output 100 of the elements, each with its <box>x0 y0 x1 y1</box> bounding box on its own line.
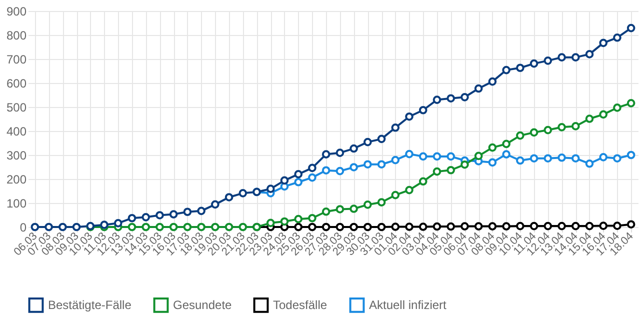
point <box>391 156 400 164</box>
point <box>488 77 497 86</box>
legend-label: Gesundete <box>173 298 232 312</box>
point <box>626 150 636 160</box>
point <box>446 222 456 231</box>
point <box>169 210 178 218</box>
point <box>432 167 442 176</box>
point <box>169 222 178 232</box>
point <box>585 222 594 230</box>
point <box>530 128 538 137</box>
point <box>30 222 40 232</box>
point <box>308 173 316 182</box>
point <box>516 222 524 230</box>
point <box>530 154 538 163</box>
point <box>377 198 386 206</box>
point <box>322 207 330 216</box>
point <box>599 38 608 48</box>
point <box>446 152 456 161</box>
point <box>502 222 510 230</box>
point <box>544 222 552 230</box>
point <box>418 222 428 231</box>
point <box>460 222 469 230</box>
point <box>626 99 636 108</box>
point <box>156 222 164 232</box>
point <box>460 160 469 169</box>
point <box>100 220 108 229</box>
y-tick-label: 600 <box>6 76 27 90</box>
point <box>571 154 580 163</box>
point <box>571 53 580 62</box>
point <box>294 178 303 186</box>
y-tick-label: 100 <box>6 196 27 210</box>
point <box>502 66 510 74</box>
point <box>350 204 358 213</box>
point <box>350 144 358 153</box>
y-tick-label: 200 <box>6 172 27 186</box>
point <box>544 126 552 134</box>
point <box>405 186 414 194</box>
point <box>44 222 53 232</box>
point <box>363 200 372 209</box>
point <box>377 160 386 169</box>
point <box>460 93 469 102</box>
point <box>516 156 524 165</box>
point <box>585 159 594 168</box>
point <box>391 123 400 132</box>
point <box>585 114 594 123</box>
point <box>585 50 594 58</box>
point <box>238 189 248 198</box>
y-tick-label: 500 <box>6 100 27 114</box>
point <box>488 222 497 230</box>
legend-label: Aktuell infiziert <box>369 298 448 312</box>
point <box>266 184 275 193</box>
point <box>558 123 566 132</box>
point <box>238 222 248 232</box>
point <box>488 158 497 167</box>
point <box>446 94 456 103</box>
point <box>336 148 344 157</box>
y-tick-label: 0 <box>20 220 27 234</box>
point <box>197 206 206 216</box>
point <box>294 170 303 178</box>
point <box>502 150 510 158</box>
point <box>558 222 566 230</box>
point <box>266 218 275 228</box>
y-tick-label: 400 <box>6 124 27 138</box>
point <box>558 153 566 162</box>
point <box>613 104 622 112</box>
point <box>405 112 414 121</box>
point <box>613 33 622 42</box>
point <box>558 53 566 62</box>
point <box>599 222 608 230</box>
point <box>418 177 428 186</box>
point <box>350 222 358 232</box>
point <box>156 211 164 220</box>
point <box>336 166 344 176</box>
point <box>336 205 344 214</box>
point <box>350 163 358 172</box>
point <box>224 222 234 232</box>
point <box>224 193 234 202</box>
point <box>128 222 136 232</box>
point <box>571 122 580 130</box>
point <box>391 222 400 231</box>
point <box>530 59 538 68</box>
point <box>502 140 510 148</box>
point <box>183 222 192 232</box>
point <box>544 56 552 65</box>
point <box>432 222 442 231</box>
point <box>432 96 442 104</box>
y-tick-label: 900 <box>6 4 27 18</box>
point <box>474 152 483 160</box>
point <box>377 134 386 144</box>
point <box>308 164 316 172</box>
point <box>418 106 428 114</box>
point <box>294 214 303 224</box>
point <box>363 138 372 146</box>
point <box>544 154 552 163</box>
point <box>377 222 386 232</box>
point <box>516 131 524 140</box>
point <box>391 190 400 200</box>
point <box>488 143 497 152</box>
point <box>446 166 456 174</box>
y-tick-label: 300 <box>6 148 27 162</box>
